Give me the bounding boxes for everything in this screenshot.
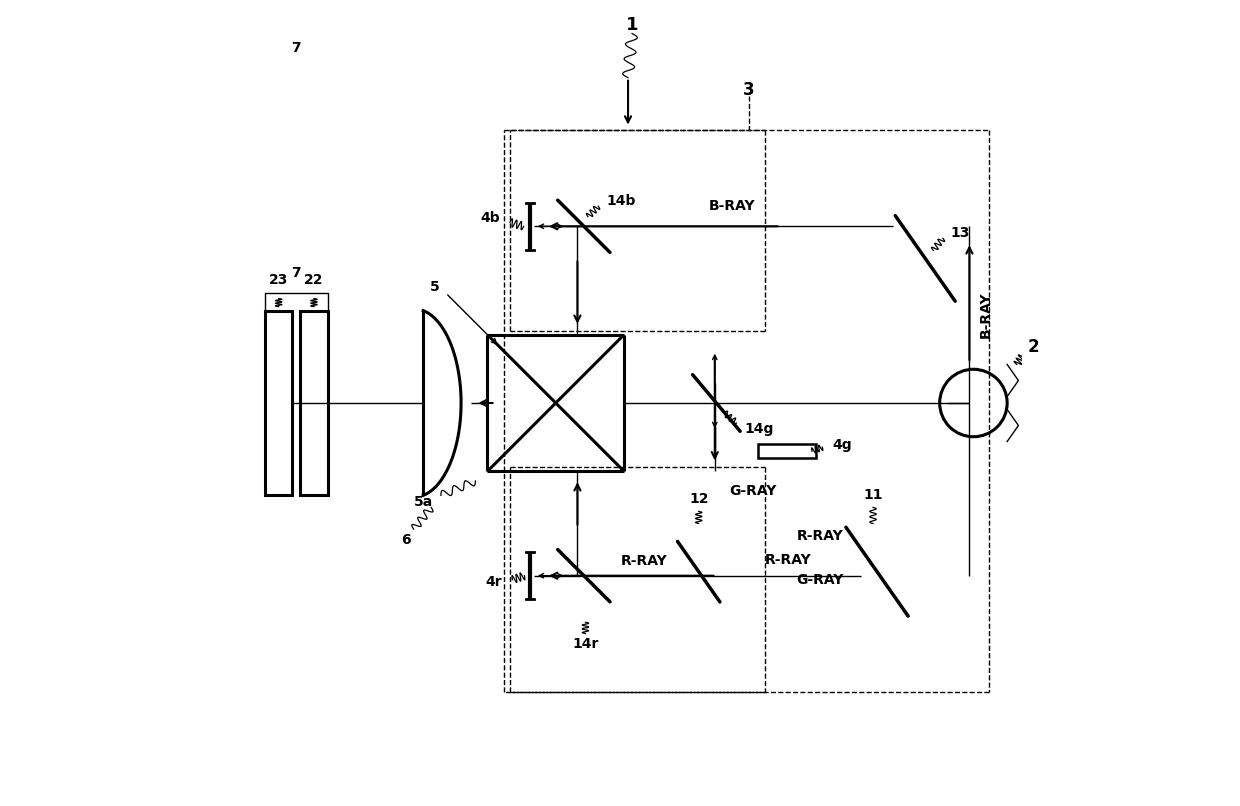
Bar <box>265 310 293 496</box>
Text: 3: 3 <box>743 81 754 99</box>
Text: 7: 7 <box>291 266 301 280</box>
Text: 5a: 5a <box>414 495 433 509</box>
Text: 4g: 4g <box>832 438 852 452</box>
Text: 12: 12 <box>689 492 708 506</box>
Bar <box>300 310 327 496</box>
Text: G-RAY: G-RAY <box>797 573 844 587</box>
Text: R-RAY: R-RAY <box>797 529 843 542</box>
Text: 4b: 4b <box>480 211 500 225</box>
Text: 5: 5 <box>429 280 439 293</box>
Bar <box>758 444 816 459</box>
Text: 13: 13 <box>951 226 971 239</box>
Text: B-RAY: B-RAY <box>709 199 755 214</box>
Text: 7: 7 <box>291 41 301 56</box>
Text: R-RAY: R-RAY <box>621 555 667 568</box>
Text: 4r: 4r <box>485 575 502 589</box>
Text: 14g: 14g <box>744 422 774 436</box>
Text: 1: 1 <box>626 16 639 35</box>
Text: 14b: 14b <box>606 193 636 208</box>
Text: R-RAY: R-RAY <box>765 553 811 567</box>
Text: 2: 2 <box>1027 338 1039 355</box>
Text: G-RAY: G-RAY <box>729 484 776 498</box>
Text: 11: 11 <box>863 488 883 502</box>
Text: 23: 23 <box>269 273 289 287</box>
Text: 14r: 14r <box>573 637 599 651</box>
Text: B-RAY: B-RAY <box>980 291 993 338</box>
Text: 6: 6 <box>401 533 410 546</box>
Text: 22: 22 <box>304 273 324 287</box>
